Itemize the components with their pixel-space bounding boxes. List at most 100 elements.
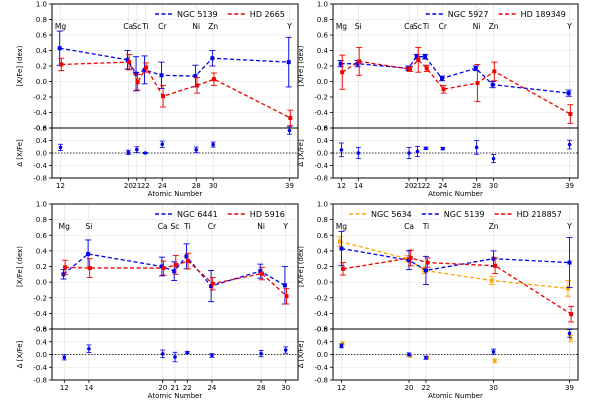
ytick-label-diff: 0.4	[36, 338, 48, 346]
ytick-label-diff: -0.4	[33, 364, 47, 372]
ytick-label-diff: -0.8	[33, 175, 47, 183]
yaxis-label-main: [X/Fe] (dex)	[297, 246, 305, 287]
yaxis-label-diff: Δ [X/Fe]	[16, 340, 24, 368]
diff-point	[194, 148, 199, 152]
xtick-label: 12	[56, 182, 65, 190]
series-ngc-5139	[338, 230, 573, 289]
data-point	[161, 94, 166, 99]
ytick-label: 0.0	[317, 78, 328, 86]
data-point	[566, 91, 571, 96]
gridlines	[333, 3, 578, 179]
xtick-label: 30	[281, 384, 290, 392]
ytick-label: -0.2	[33, 294, 47, 302]
ytick-label: 0.2	[36, 63, 47, 71]
ytick-label: 0.8	[36, 16, 47, 24]
data-point	[475, 81, 480, 86]
ytick-label: 1.0	[317, 201, 328, 209]
ytick-label: 0.2	[317, 63, 328, 71]
series-ngc-5139	[56, 30, 292, 92]
ytick-label: 0.6	[317, 32, 329, 40]
series-line	[341, 58, 571, 115]
legend-label: NGC 6441	[177, 210, 218, 219]
data-point	[286, 60, 291, 65]
diff-point	[135, 147, 139, 152]
data-point	[338, 61, 343, 66]
data-point	[210, 281, 215, 286]
diff-point	[283, 348, 288, 352]
ytick-label: 0.4	[36, 47, 48, 55]
xtick-label: 14	[354, 182, 363, 190]
xtick-label: 12	[337, 384, 346, 392]
data-point	[423, 54, 428, 59]
panel-bottom-right: 1.00.80.60.40.20.0-0.2-0.4-0.60.80.40.0-…	[297, 201, 579, 400]
ytick-label-diff: 0.8	[317, 326, 328, 334]
data-point	[408, 255, 413, 260]
legend-label: NGC 5139	[444, 210, 485, 219]
element-label-Ni: Ni	[257, 222, 265, 231]
data-point	[569, 312, 574, 317]
yaxis-label-diff: Δ [X/Fe]	[16, 139, 24, 167]
diff-point	[160, 142, 165, 147]
ytick-label: 0.4	[317, 247, 329, 255]
ytick-label: -0.2	[314, 94, 328, 102]
diff-point	[567, 331, 572, 336]
ytick-label-diff: 0.8	[317, 125, 328, 133]
data-point	[567, 260, 572, 265]
xtick-label: 30	[489, 384, 498, 392]
data-point	[424, 66, 429, 71]
ytick-label: 0.2	[36, 263, 47, 271]
data-point	[87, 266, 92, 271]
diff-point	[339, 344, 344, 348]
diff-point	[356, 151, 361, 155]
data-point	[416, 57, 421, 62]
legend-label: HD 5916	[250, 210, 285, 219]
ytick-label: -0.4	[314, 109, 328, 117]
ytick-label: 0.4	[317, 47, 329, 55]
diff-point	[173, 355, 177, 359]
series-line	[340, 56, 569, 94]
diff-point	[211, 142, 215, 147]
data-point	[195, 83, 200, 88]
data-point	[491, 256, 496, 261]
diff-point	[126, 150, 131, 155]
ytick-label-diff: -0.8	[33, 377, 47, 385]
element-label-Zn: Zn	[489, 22, 499, 31]
series-ngc-5927	[337, 53, 572, 97]
element-label-Ni: Ni	[192, 22, 200, 31]
data-point	[441, 87, 446, 92]
diff-point	[287, 128, 292, 133]
diff-series	[61, 344, 289, 363]
ytick-label-diff: 0.0	[317, 150, 328, 158]
data-point	[337, 239, 342, 244]
data-point	[173, 262, 178, 267]
legend: NGC 5927 HD 189349	[425, 10, 566, 19]
element-label-Y: Y	[282, 222, 288, 231]
element-label-Ni: Ni	[473, 22, 481, 31]
legend: NGC 6441 HD 5916	[155, 210, 285, 219]
data-point	[134, 71, 139, 76]
data-point	[493, 263, 498, 268]
diff-point	[415, 149, 420, 154]
data-point	[172, 269, 177, 274]
ytick-label: -0.6	[33, 326, 47, 334]
element-label-Cr: Cr	[208, 222, 217, 231]
diff-series	[338, 139, 573, 164]
legend: NGC 5139 HD 2665	[155, 10, 285, 19]
data-point	[209, 284, 214, 289]
xtick-label: 28	[192, 182, 201, 190]
element-label-Ca: Ca	[158, 222, 168, 231]
xtick-label: 21	[171, 384, 180, 392]
xtick-label: 39	[565, 182, 574, 190]
data-point	[159, 73, 164, 78]
ytick-label-diff: -0.4	[33, 162, 47, 170]
diff-point	[58, 145, 63, 150]
ytick-label-diff: -0.8	[314, 175, 328, 183]
diff-point	[491, 349, 496, 354]
element-label-Ti: Ti	[141, 22, 148, 31]
data-point	[125, 57, 130, 62]
ytick-label: 0.0	[317, 279, 328, 287]
diff-point	[474, 145, 479, 150]
xtick-label: 22	[421, 182, 430, 190]
element-label-Ti: Ti	[422, 22, 429, 31]
series-line	[59, 47, 289, 77]
